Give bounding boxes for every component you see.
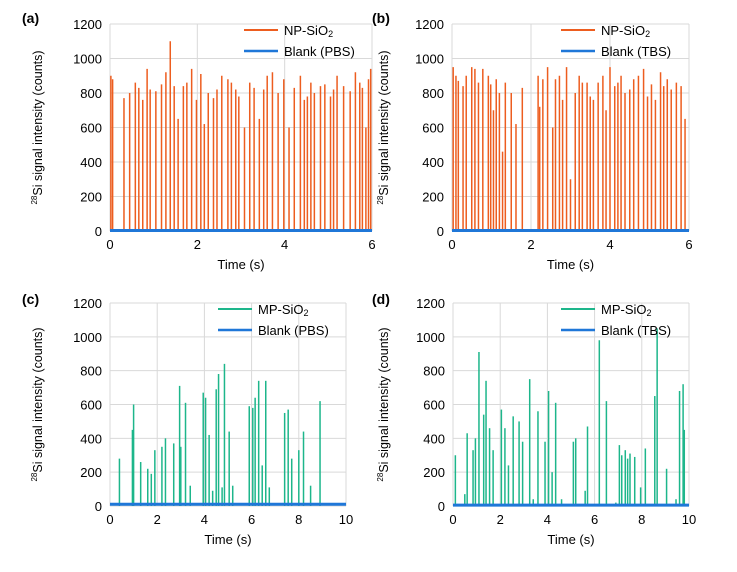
legend-label-signal-subscript: 2 bbox=[647, 308, 652, 318]
y-axis-title-superscript: 28 bbox=[30, 195, 39, 204]
panel-d: (d) 0 2 4 6 8 10 0 200 400 600 800 1000 1200 Time (s) 2… bbox=[372, 291, 696, 547]
legend-label-signal-subscript: 2 bbox=[328, 29, 333, 39]
x-tick-label: 6 bbox=[368, 237, 375, 252]
panel-label: (b) bbox=[372, 10, 390, 26]
y-tick-label: 1000 bbox=[73, 330, 102, 345]
x-axis-title: Time (s) bbox=[547, 532, 594, 547]
y-axis-title: 28Si signal intensity (counts) bbox=[30, 327, 45, 481]
x-axis-title: Time (s) bbox=[547, 257, 594, 272]
y-tick-label: 800 bbox=[80, 86, 102, 101]
y-axis-title-text: Si signal intensity (counts) bbox=[31, 50, 45, 195]
y-tick-label: 1200 bbox=[416, 296, 445, 311]
y-axis-title-superscript: 28 bbox=[30, 472, 39, 481]
spike-series bbox=[454, 328, 686, 506]
y-axis-title-text: Si signal intensity (counts) bbox=[377, 327, 391, 472]
x-tick-label: 2 bbox=[154, 512, 161, 527]
y-axis-title: 28Si signal intensity (counts) bbox=[30, 50, 45, 204]
y-tick-label: 600 bbox=[423, 398, 445, 413]
x-tick-label: 4 bbox=[201, 512, 208, 527]
legend-label-signal: MP-SiO2 bbox=[258, 302, 309, 318]
panel-c: (c) 0 2 4 6 8 10 0 200 400 600 800 1000 1200 Time (s) 2… bbox=[22, 291, 353, 547]
y-tick-label: 0 bbox=[95, 224, 102, 239]
spike-series bbox=[110, 41, 372, 231]
x-tick-label: 4 bbox=[544, 512, 551, 527]
legend-label-signal: NP-SiO2 bbox=[284, 23, 333, 39]
x-tick-label: 0 bbox=[449, 512, 456, 527]
y-tick-label: 200 bbox=[80, 465, 102, 480]
y-tick-label: 1200 bbox=[415, 17, 444, 32]
legend-label-signal-subscript: 2 bbox=[645, 29, 650, 39]
x-axis-title: Time (s) bbox=[217, 257, 264, 272]
y-tick-label: 800 bbox=[80, 364, 102, 379]
x-tick-label: 8 bbox=[295, 512, 302, 527]
y-tick-label: 400 bbox=[422, 155, 444, 170]
y-tick-label: 1200 bbox=[73, 17, 102, 32]
y-axis-title-superscript: 28 bbox=[376, 195, 385, 204]
x-tick-label: 2 bbox=[194, 237, 201, 252]
x-tick-label: 6 bbox=[591, 512, 598, 527]
y-tick-label: 400 bbox=[80, 155, 102, 170]
panel-b: (b) 0 2 4 6 0 200 400 600 800 1000 1200 Time (s) 28Si… bbox=[372, 10, 693, 272]
legend-label-signal: NP-SiO2 bbox=[601, 23, 650, 39]
x-tick-label: 2 bbox=[527, 237, 534, 252]
legend-label-blank: Blank (PBS) bbox=[258, 323, 329, 338]
panel-a: (a) 0 2 4 6 0 200 400 600 800 1000 1200 Time (s) 28Si… bbox=[22, 10, 376, 272]
y-tick-label: 400 bbox=[80, 431, 102, 446]
panel-label: (c) bbox=[22, 291, 39, 307]
y-axis-title-superscript: 28 bbox=[376, 472, 385, 481]
y-axis-title-text: Si signal intensity (counts) bbox=[31, 327, 45, 472]
y-tick-label: 200 bbox=[80, 190, 102, 205]
y-axis-title: 28Si signal intensity (counts) bbox=[376, 50, 391, 204]
legend-label-signal-text: NP-SiO bbox=[601, 23, 645, 38]
legend-label-blank: Blank (TBS) bbox=[601, 323, 671, 338]
legend-label-signal-text: MP-SiO bbox=[258, 302, 304, 317]
legend-label-signal-text: NP-SiO bbox=[284, 23, 328, 38]
legend-label-signal-subscript: 2 bbox=[304, 308, 309, 318]
spike-series bbox=[452, 67, 686, 231]
panel-label: (d) bbox=[372, 291, 390, 307]
x-tick-label: 10 bbox=[682, 512, 696, 527]
y-tick-label: 1200 bbox=[73, 296, 102, 311]
y-tick-label: 600 bbox=[80, 121, 102, 136]
spike-series bbox=[118, 363, 321, 506]
y-tick-label: 600 bbox=[80, 398, 102, 413]
y-tick-label: 800 bbox=[423, 364, 445, 379]
legend-label-blank: Blank (PBS) bbox=[284, 44, 355, 59]
x-tick-label: 6 bbox=[685, 237, 692, 252]
y-tick-label: 800 bbox=[422, 86, 444, 101]
y-tick-label: 1000 bbox=[415, 52, 444, 67]
y-tick-label: 1000 bbox=[416, 330, 445, 345]
legend-label-signal: MP-SiO2 bbox=[601, 302, 652, 318]
y-tick-label: 400 bbox=[423, 431, 445, 446]
x-tick-label: 10 bbox=[339, 512, 353, 527]
y-tick-label: 0 bbox=[95, 499, 102, 514]
legend-label-signal-text: MP-SiO bbox=[601, 302, 647, 317]
x-tick-label: 0 bbox=[106, 237, 113, 252]
legend-label-blank: Blank (TBS) bbox=[601, 44, 671, 59]
x-tick-label: 4 bbox=[281, 237, 288, 252]
x-axis-title: Time (s) bbox=[204, 532, 251, 547]
y-tick-label: 200 bbox=[422, 190, 444, 205]
x-tick-label: 8 bbox=[638, 512, 645, 527]
y-tick-label: 200 bbox=[423, 465, 445, 480]
y-axis-title-text: Si signal intensity (counts) bbox=[377, 50, 391, 195]
y-tick-label: 0 bbox=[438, 499, 445, 514]
y-tick-label: 600 bbox=[422, 121, 444, 136]
x-tick-label: 0 bbox=[448, 237, 455, 252]
y-tick-label: 1000 bbox=[73, 52, 102, 67]
y-tick-label: 0 bbox=[437, 224, 444, 239]
panel-label: (a) bbox=[22, 10, 39, 26]
x-tick-label: 2 bbox=[497, 512, 504, 527]
x-tick-label: 0 bbox=[106, 512, 113, 527]
x-tick-label: 4 bbox=[606, 237, 613, 252]
y-axis-title: 28Si signal intensity (counts) bbox=[376, 327, 391, 481]
x-tick-label: 6 bbox=[248, 512, 255, 527]
